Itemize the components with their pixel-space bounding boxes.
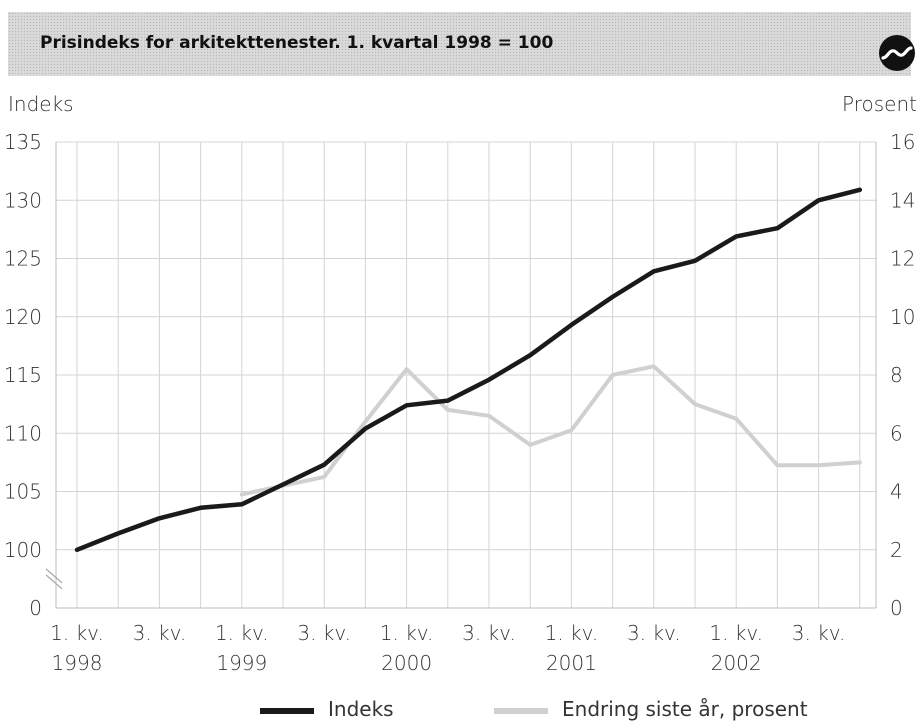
series-layer	[74, 187, 863, 553]
series-line-endring	[239, 364, 862, 497]
y-tick-label-right: 12	[890, 247, 915, 271]
y-tick-label-left: 100	[4, 538, 42, 562]
y-tick-label-left: 105	[4, 480, 42, 504]
ticks-layer: 135 130 125 120 115 110 105 100 0 16 14 12 10 8 6 4 2 0 1.…	[4, 130, 916, 675]
x-tick-year-label: 1998	[52, 651, 103, 675]
y-tick-label-left: 135	[4, 130, 42, 154]
legend-label-endring: Endring siste år, prosent	[562, 697, 808, 721]
x-tick-year-label: 2000	[381, 651, 432, 675]
y-tick-label-left: 120	[4, 305, 42, 329]
y-tick-label-right: 10	[890, 305, 915, 329]
y-tick-label-right: 4	[890, 480, 903, 504]
grid-layer	[45, 141, 877, 609]
y-tick-label-right: 16	[890, 130, 915, 154]
x-tick-label: 1. kv.	[50, 621, 104, 645]
x-tick-label: 3. kv.	[627, 621, 681, 645]
y-tick-label-right: 6	[890, 421, 903, 445]
x-tick-label: 3. kv.	[462, 621, 516, 645]
x-tick-label: 3. kv.	[792, 621, 846, 645]
x-tick-year-label: 1999	[216, 651, 267, 675]
ssb-logo-icon	[879, 35, 915, 71]
axis-break-mark	[45, 568, 63, 584]
title-bar: Prisindeks for arkitekttenester. 1. kvar…	[8, 12, 915, 76]
y-tick-label-right: 0	[890, 596, 903, 620]
y-tick-label-right: 8	[890, 363, 903, 387]
y-tick-label-left: 130	[4, 188, 42, 212]
x-tick-label: 3. kv.	[133, 621, 187, 645]
y-tick-label-right: 14	[890, 188, 915, 212]
y-tick-label-left: 115	[4, 363, 42, 387]
y-tick-label-left: 110	[4, 421, 42, 445]
x-tick-year-label: 2001	[546, 651, 597, 675]
x-tick-label: 1. kv.	[709, 621, 763, 645]
y-tick-label-left: 0	[29, 596, 42, 620]
y-tick-label-right: 2	[890, 538, 903, 562]
y-tick-label-left: 125	[4, 247, 42, 271]
legend-label-indeks: Indeks	[328, 697, 394, 721]
series-line-indeks	[74, 187, 863, 553]
y-axis-label-left: Indeks	[8, 92, 74, 116]
x-tick-label: 1. kv.	[545, 621, 599, 645]
x-tick-label: 1. kv.	[380, 621, 434, 645]
y-axis-label-right: Prosent	[842, 92, 917, 116]
legend: Indeks Endring siste år, prosent	[260, 697, 808, 721]
chart-title: Prisindeks for arkitekttenester. 1. kvar…	[40, 33, 554, 53]
axis-break-mark	[45, 574, 63, 590]
x-tick-label: 3. kv.	[297, 621, 351, 645]
x-tick-label: 1. kv.	[215, 621, 269, 645]
x-tick-year-label: 2002	[711, 651, 762, 675]
